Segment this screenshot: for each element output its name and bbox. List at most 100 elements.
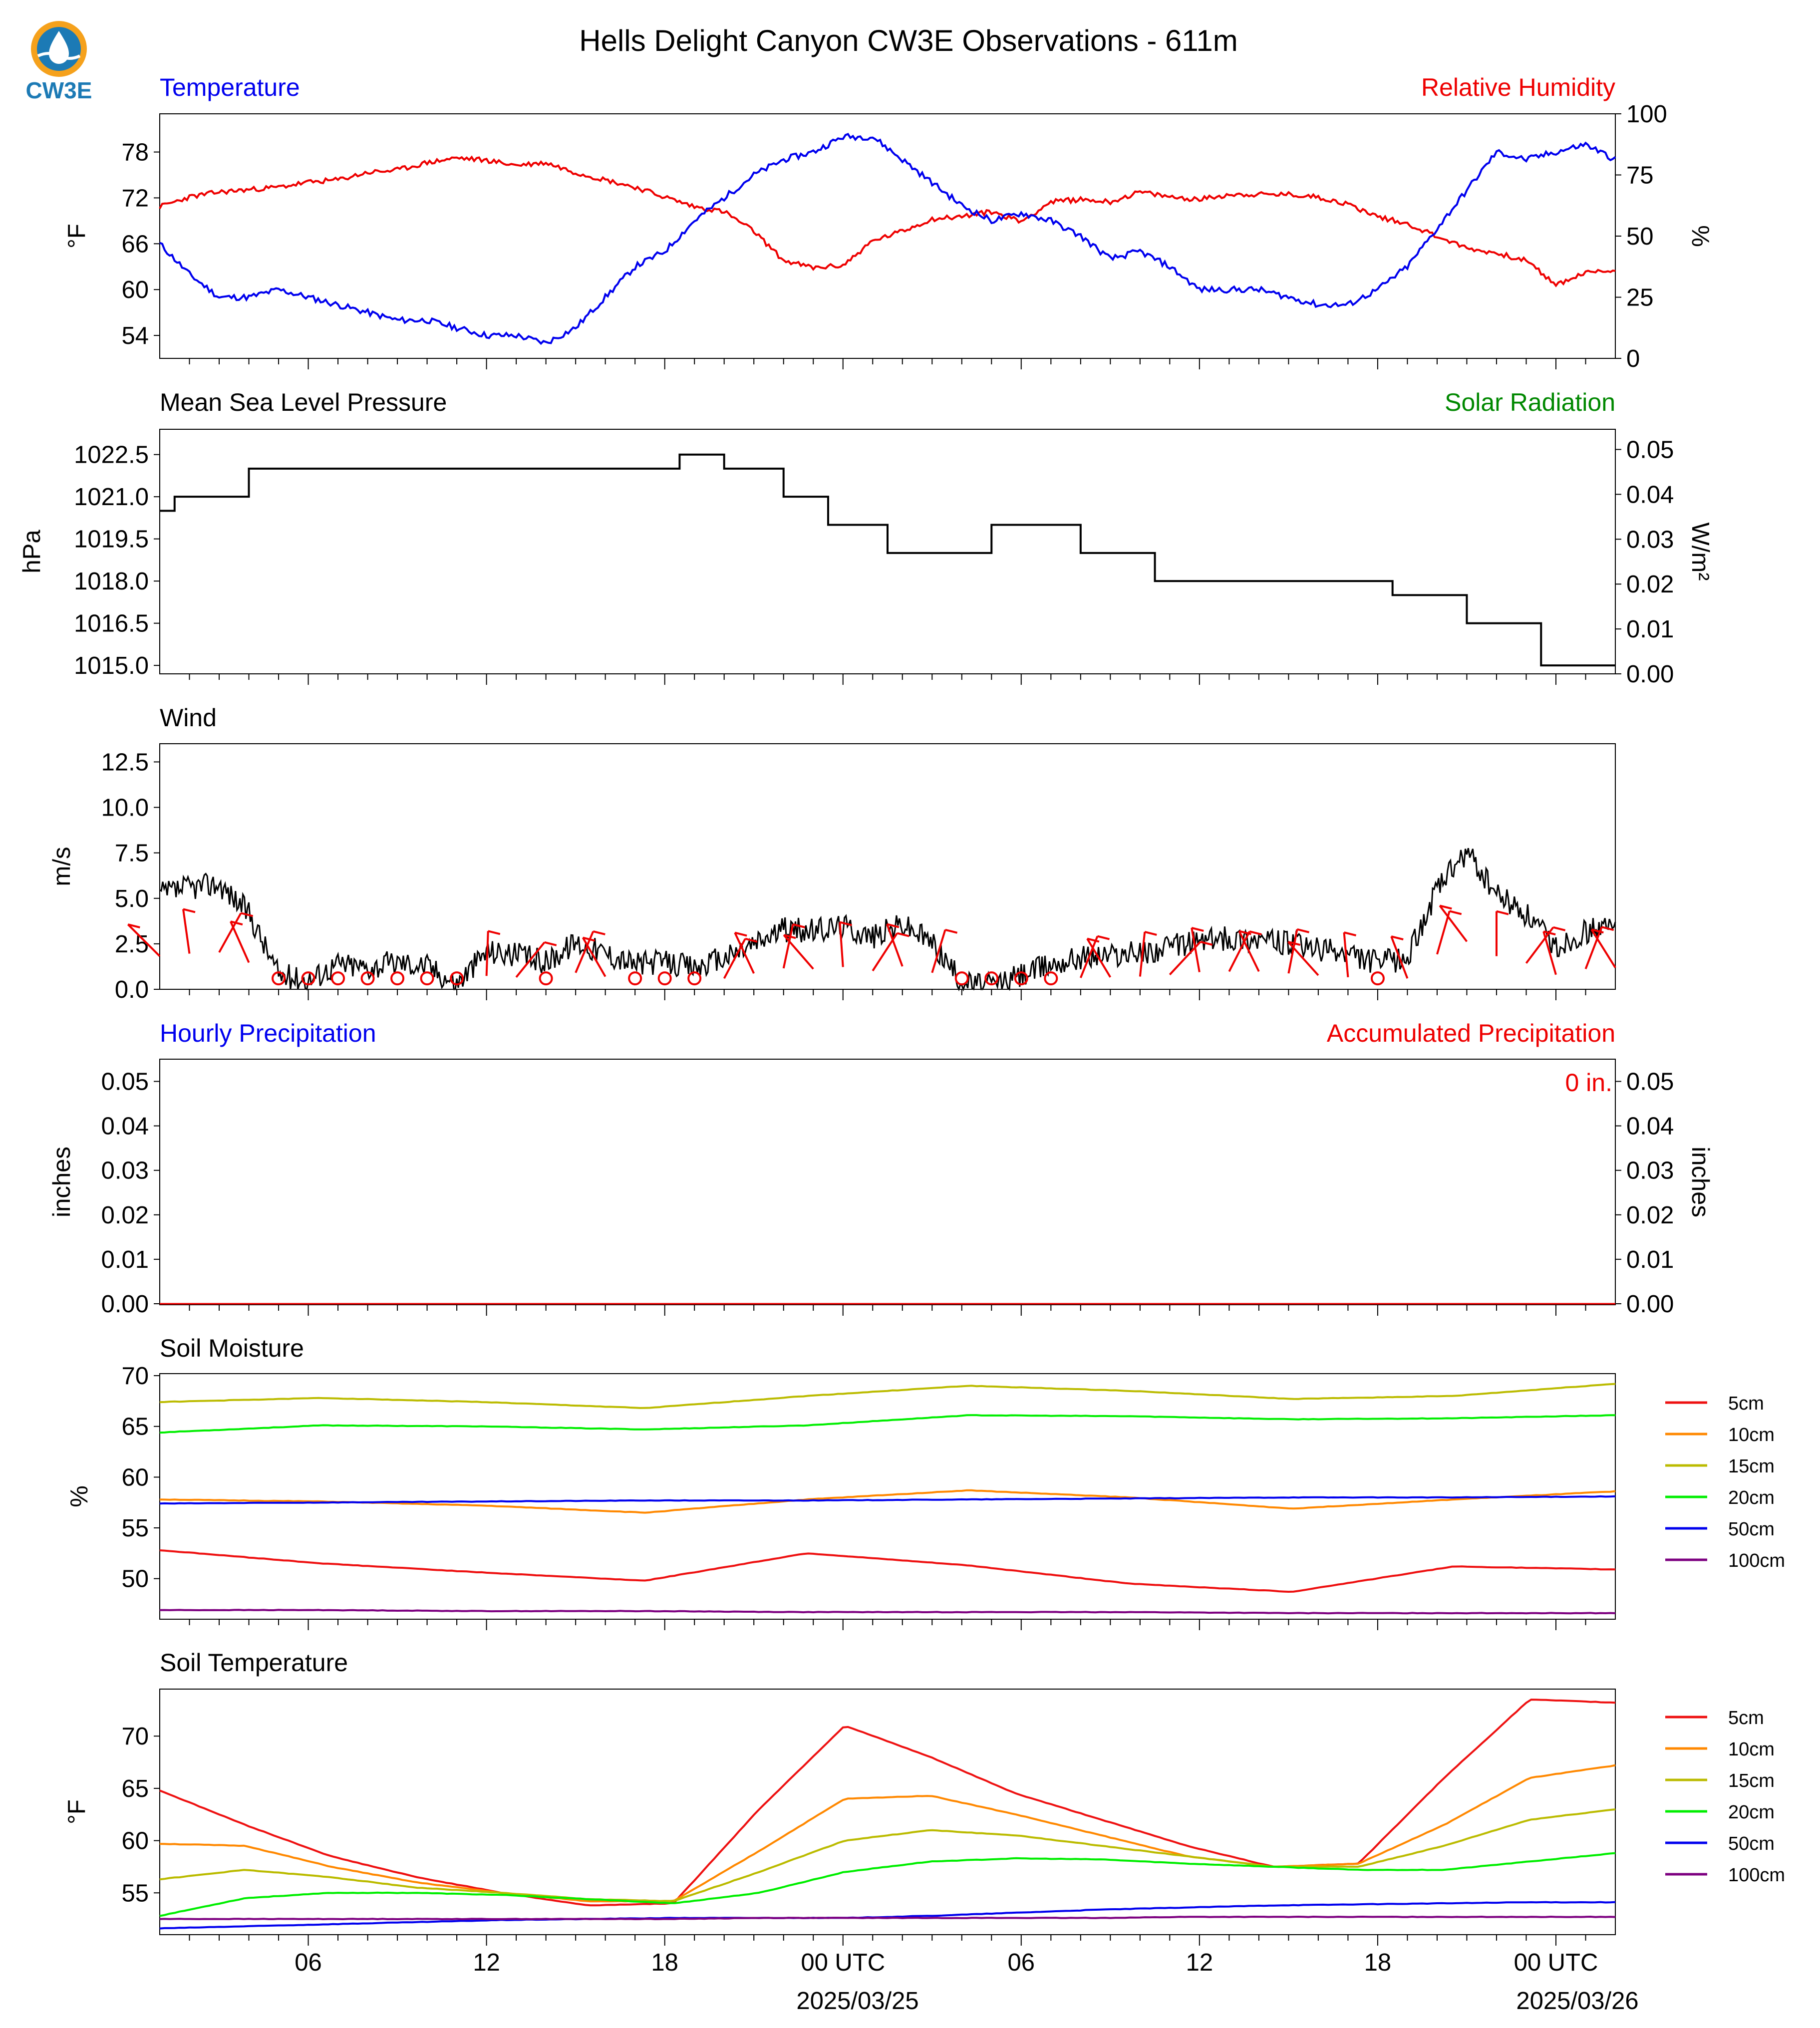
precip-tick-label: 0.01 — [101, 1246, 149, 1273]
precip-right-tick-label: 0.04 — [1626, 1113, 1674, 1140]
soil-moisture-legend-label: 5cm — [1728, 1393, 1764, 1414]
wind-barb-shaft — [230, 921, 250, 963]
soil-moisture-legend-label: 100cm — [1728, 1550, 1785, 1571]
wind-barb-feather — [230, 920, 243, 926]
soil-temperature-tick-label: 70 — [121, 1723, 149, 1750]
wind-barb-feather — [1553, 926, 1566, 931]
humidity-tick-label: 75 — [1626, 162, 1654, 189]
solar-tick-label: 0.00 — [1626, 661, 1674, 688]
soil-temperature-tick-label: 60 — [121, 1828, 149, 1855]
wind-barb-shaft — [1390, 936, 1409, 979]
soil-temperature-legend: 5cm 10cm 15cm 20cm 50cm 100cm — [1665, 1708, 1785, 1886]
wind-barb-feather — [839, 921, 852, 926]
soil-moisture-line-20cm — [159, 1414, 1616, 1434]
soil-temperature-title: Soil Temperature — [160, 1649, 348, 1677]
wind-barb-shaft — [886, 923, 904, 967]
wind-calm-mark — [1370, 971, 1385, 986]
wind-tick-label: 12.5 — [101, 749, 149, 776]
date-label-2: 2025/03/26 — [1516, 1988, 1638, 2015]
precip-axes-frame — [159, 1059, 1616, 1305]
soil-moisture-ylabel: % — [66, 1485, 93, 1507]
wind-barb-shaft — [127, 923, 161, 957]
precip-right-y-ticks: 0.00 0.01 0.02 0.03 0.04 0.05 — [1615, 1069, 1674, 1318]
wind-barb-shaft — [782, 924, 794, 969]
temperature-tick-label: 60 — [121, 277, 149, 303]
wind-barb-feather — [1496, 910, 1509, 915]
wind-barbs — [127, 904, 1616, 986]
soil-temperature-ylabel: °F — [63, 1799, 90, 1824]
wind-barb-shaft — [1191, 927, 1201, 972]
temperature-title: Temperature — [160, 73, 300, 101]
soil-temperature-y-ticks: 55 60 65 70 — [121, 1723, 160, 1907]
wind-barb-shaft — [1086, 938, 1112, 978]
pressure-tick-label: 1021.0 — [74, 484, 149, 511]
wind-barb-shaft — [182, 909, 191, 954]
soil-temperature-line-15cm — [159, 1808, 1616, 1902]
soil-moisture-y-ticks: 50 55 60 65 70 — [121, 1363, 160, 1593]
soil-moisture-legend: 5cm 10cm 15cm 20cm 50cm 100cm — [1665, 1393, 1785, 1571]
wind-barb-feather — [1238, 930, 1251, 935]
wind-axes-frame — [159, 743, 1616, 990]
x-tick-label: 06 — [1008, 1949, 1035, 1976]
wind-barb-feather — [887, 923, 900, 928]
solar-tick-label: 0.02 — [1626, 571, 1674, 598]
x-tick-label: 12 — [1186, 1949, 1213, 1976]
temperature-y-ticks: 54 60 66 72 78 — [121, 139, 160, 349]
wind-barb-shaft — [1079, 935, 1099, 978]
panel-soil-moisture: Soil Moisture 50 55 60 65 70 5cm 10cm 15cm 20cm… — [66, 1334, 1785, 1620]
wind-barb-feather — [241, 912, 254, 917]
figure-title: Hells Delight Canyon CW3E Observations -… — [579, 24, 1237, 57]
wind-calm-mark — [272, 971, 286, 986]
humidity-title: Relative Humidity — [1421, 73, 1615, 101]
soil-temperature-lines — [159, 1699, 1616, 1930]
x-tick-label: 00 UTC — [1514, 1949, 1598, 1976]
wind-barb-feather — [1543, 930, 1556, 936]
soil-moisture-axes-frame — [159, 1373, 1616, 1620]
humidity-y-ticks: 0 25 50 75 100 — [1615, 101, 1667, 372]
pressure-title: Mean Sea Level Pressure — [160, 388, 447, 416]
soil-moisture-tick-label: 65 — [121, 1414, 149, 1441]
soil-temperature-legend-label: 5cm — [1728, 1708, 1764, 1729]
wind-tick-label: 0.0 — [115, 976, 149, 1003]
wind-barb-shaft — [783, 934, 814, 970]
wind-barb-feather — [1144, 931, 1157, 936]
panel-temperature-humidity: Temperature Relative Humidity 54 60 66 72 78… — [63, 73, 1714, 372]
precip-right-tick-label: 0.03 — [1626, 1158, 1674, 1184]
precip-tick-label: 0.02 — [101, 1202, 149, 1229]
wind-barb-feather — [1391, 935, 1404, 941]
precip-tick-label: 0.05 — [101, 1069, 149, 1096]
x-axis-ticks — [189, 358, 1586, 1946]
wind-barb-shaft — [1343, 932, 1349, 977]
wind-barb-feather — [1601, 926, 1614, 931]
wind-barb-shaft — [1584, 926, 1603, 969]
wind-calm-mark — [331, 971, 345, 986]
temperature-ylabel: °F — [63, 224, 90, 249]
panel-wind: Wind 0.0 2.5 5.0 7.5 10.0 12.5 m/s — [48, 704, 1616, 1003]
wind-tick-label: 10.0 — [101, 795, 149, 822]
panel-precipitation: Hourly Precipitation Accumulated Precipi… — [48, 1019, 1714, 1318]
precip-right-ylabel: inches — [1687, 1147, 1714, 1217]
wind-barb-feather — [1297, 928, 1310, 933]
solar-tick-label: 0.04 — [1626, 481, 1674, 508]
solar-tick-label: 0.05 — [1626, 436, 1674, 463]
temperature-tick-label: 72 — [121, 185, 149, 212]
precip-tick-label: 0.03 — [101, 1158, 149, 1184]
wind-barb-shaft — [1139, 931, 1146, 977]
solar-ylabel: W/m² — [1687, 523, 1714, 581]
soil-temperature-legend-label: 10cm — [1728, 1739, 1775, 1760]
soil-temperature-tick-label: 65 — [121, 1775, 149, 1802]
wind-barb-feather — [897, 932, 910, 937]
wind-calm-mark — [1044, 971, 1058, 986]
wind-calm-mark — [539, 971, 553, 986]
wind-barb-feather — [1449, 910, 1462, 915]
hourly-precip-title: Hourly Precipitation — [160, 1019, 376, 1047]
pressure-tick-label: 1018.0 — [74, 568, 149, 595]
humidity-tick-label: 100 — [1626, 101, 1667, 128]
wind-barb-feather — [544, 941, 557, 946]
soil-moisture-line-100cm — [159, 1609, 1616, 1615]
precip-right-tick-label: 0.02 — [1626, 1202, 1674, 1229]
wind-barb-feather — [1087, 937, 1100, 943]
soil-moisture-line-50cm — [159, 1495, 1616, 1505]
wind-tick-label: 5.0 — [115, 885, 149, 912]
x-tick-label: 18 — [1364, 1949, 1392, 1976]
